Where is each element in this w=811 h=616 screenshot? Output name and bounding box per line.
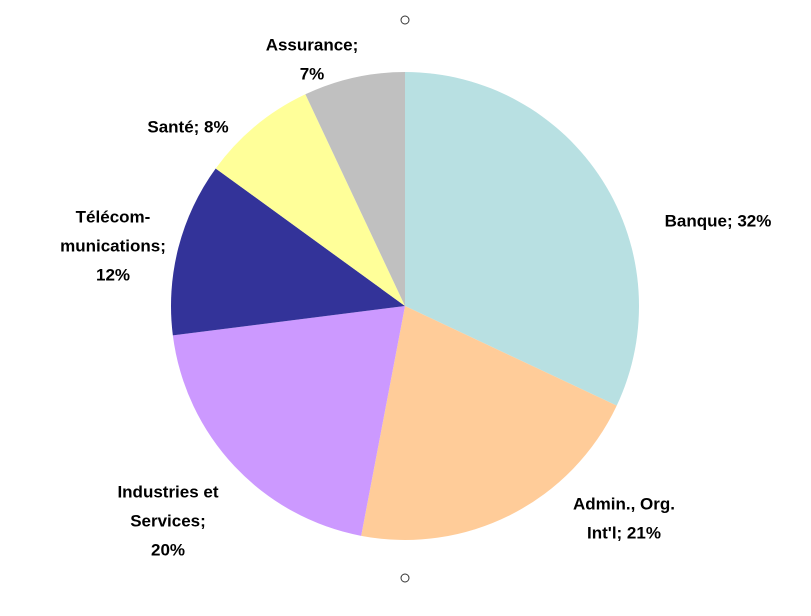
slice-label: 12%	[96, 265, 130, 284]
slice-label: Services;	[130, 511, 206, 530]
pie-slice	[215, 94, 405, 306]
slice-label: 20%	[151, 540, 185, 559]
slice-label: munications;	[60, 236, 166, 255]
slice-label: Assurance;	[266, 35, 359, 54]
handle	[400, 15, 410, 25]
pie-slice	[405, 72, 640, 406]
slice-label: Télécom-	[76, 207, 151, 226]
slice-label: 7%	[300, 64, 325, 83]
slice-label: Industries et	[117, 482, 218, 501]
slice-label: Santé; 8%	[147, 117, 228, 136]
handle	[400, 573, 410, 583]
pie-slice	[305, 72, 405, 306]
pie-slice	[172, 306, 405, 536]
slice-label: Int'l; 21%	[587, 523, 661, 542]
slice-label: Admin., Org.	[573, 494, 675, 513]
pie-slice	[171, 168, 405, 336]
slice-label: Banque; 32%	[665, 211, 772, 230]
pie-slice	[361, 306, 617, 540]
